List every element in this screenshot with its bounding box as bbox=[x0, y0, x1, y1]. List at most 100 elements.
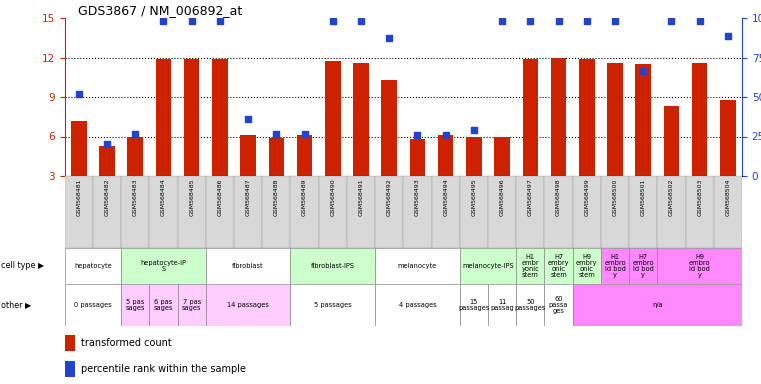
Text: GSM568484: GSM568484 bbox=[161, 178, 166, 216]
Point bbox=[355, 18, 367, 24]
Text: GSM568492: GSM568492 bbox=[387, 178, 392, 216]
Text: percentile rank within the sample: percentile rank within the sample bbox=[81, 364, 247, 374]
Bar bbox=[319, 176, 347, 248]
Bar bbox=[149, 176, 177, 248]
Bar bbox=[381, 80, 397, 176]
Point bbox=[270, 131, 282, 137]
Text: 50
passages: 50 passages bbox=[514, 299, 546, 311]
Bar bbox=[177, 284, 205, 326]
Bar bbox=[65, 361, 75, 377]
Point bbox=[693, 18, 705, 24]
Point bbox=[609, 18, 621, 24]
Bar bbox=[607, 63, 622, 176]
Bar bbox=[291, 284, 375, 326]
Bar bbox=[516, 176, 544, 248]
Bar bbox=[65, 176, 93, 248]
Text: GSM568495: GSM568495 bbox=[471, 178, 476, 216]
Bar bbox=[99, 146, 115, 176]
Text: GSM568485: GSM568485 bbox=[189, 178, 194, 216]
Bar bbox=[291, 176, 319, 248]
Bar bbox=[516, 284, 544, 326]
Bar bbox=[579, 59, 594, 176]
Bar bbox=[149, 284, 177, 326]
Text: GSM568490: GSM568490 bbox=[330, 178, 336, 216]
Text: H1
embr
yonic
stem: H1 embr yonic stem bbox=[521, 254, 540, 278]
Bar bbox=[488, 176, 516, 248]
Point bbox=[665, 18, 677, 24]
Bar bbox=[347, 176, 375, 248]
Bar bbox=[375, 176, 403, 248]
Bar bbox=[184, 59, 199, 176]
Bar bbox=[212, 59, 228, 176]
Text: GSM568498: GSM568498 bbox=[556, 178, 561, 216]
Bar bbox=[205, 248, 291, 284]
Bar bbox=[269, 138, 284, 176]
Text: cell type ▶: cell type ▶ bbox=[1, 262, 44, 270]
Bar bbox=[601, 176, 629, 248]
Bar bbox=[93, 176, 121, 248]
Text: GSM568481: GSM568481 bbox=[76, 178, 81, 216]
Bar bbox=[121, 248, 205, 284]
Text: H7
embro
id bod
y: H7 embro id bod y bbox=[632, 254, 654, 278]
Bar bbox=[488, 284, 516, 326]
Text: H7
embry
onic
stem: H7 embry onic stem bbox=[548, 254, 569, 278]
Bar bbox=[686, 176, 714, 248]
Text: n/a: n/a bbox=[652, 302, 663, 308]
Point bbox=[383, 35, 395, 41]
Bar bbox=[658, 248, 742, 284]
Text: GSM568499: GSM568499 bbox=[584, 178, 589, 216]
Text: GSM568488: GSM568488 bbox=[274, 178, 279, 216]
Bar bbox=[572, 248, 601, 284]
Point bbox=[637, 68, 649, 74]
Text: fibroblast: fibroblast bbox=[232, 263, 264, 269]
Point bbox=[412, 132, 424, 138]
Text: 5 pas
sages: 5 pas sages bbox=[126, 299, 145, 311]
Bar bbox=[601, 248, 629, 284]
Point bbox=[524, 18, 537, 24]
Bar bbox=[572, 284, 742, 326]
Bar bbox=[403, 176, 431, 248]
Bar bbox=[121, 176, 149, 248]
Bar bbox=[353, 63, 369, 176]
Bar bbox=[495, 136, 510, 176]
Bar bbox=[65, 284, 121, 326]
Bar bbox=[156, 59, 171, 176]
Bar bbox=[234, 176, 263, 248]
Point bbox=[468, 127, 480, 133]
Bar bbox=[121, 284, 149, 326]
Point bbox=[496, 18, 508, 24]
Bar bbox=[629, 176, 658, 248]
Point bbox=[440, 132, 452, 138]
Point bbox=[326, 18, 339, 24]
Text: GSM568494: GSM568494 bbox=[443, 178, 448, 216]
Bar bbox=[325, 61, 340, 176]
Point bbox=[73, 91, 85, 98]
Text: H1
embro
id bod
y: H1 embro id bod y bbox=[604, 254, 626, 278]
Bar bbox=[205, 284, 291, 326]
Text: 5 passages: 5 passages bbox=[314, 302, 352, 308]
Bar bbox=[692, 63, 708, 176]
Text: GSM568493: GSM568493 bbox=[415, 178, 420, 216]
Point bbox=[552, 18, 565, 24]
Text: 14 passages: 14 passages bbox=[228, 302, 269, 308]
Text: GSM568483: GSM568483 bbox=[132, 178, 138, 216]
Text: transformed count: transformed count bbox=[81, 338, 172, 348]
Text: other ▶: other ▶ bbox=[1, 301, 31, 310]
Bar bbox=[466, 136, 482, 176]
Text: GSM568504: GSM568504 bbox=[725, 178, 731, 216]
Text: GSM568503: GSM568503 bbox=[697, 178, 702, 216]
Point bbox=[214, 18, 226, 24]
Bar bbox=[128, 136, 143, 176]
Bar bbox=[460, 248, 516, 284]
Text: GSM568482: GSM568482 bbox=[104, 178, 110, 216]
Text: GSM568487: GSM568487 bbox=[246, 178, 250, 216]
Bar bbox=[714, 176, 742, 248]
Point bbox=[158, 18, 170, 24]
Text: H9
embro
id bod
y: H9 embro id bod y bbox=[689, 254, 711, 278]
Bar bbox=[240, 135, 256, 176]
Text: 60
passa
ges: 60 passa ges bbox=[549, 296, 568, 314]
Text: GSM568491: GSM568491 bbox=[358, 178, 364, 216]
Bar bbox=[375, 248, 460, 284]
Bar bbox=[720, 99, 736, 176]
Text: GSM568496: GSM568496 bbox=[500, 178, 505, 216]
